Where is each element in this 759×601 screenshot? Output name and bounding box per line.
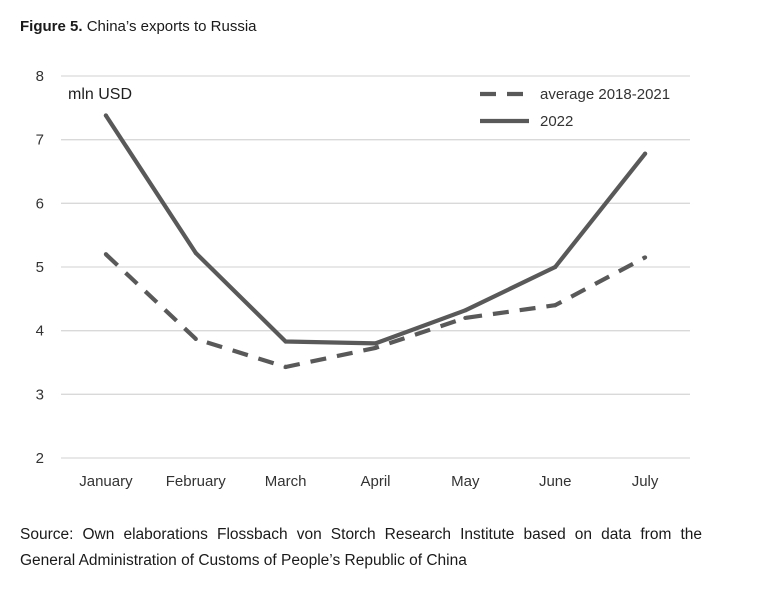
figure-title-text: China’s exports to Russia xyxy=(86,18,257,35)
y-axis-ticks: 2 3 4 5 6 7 8 xyxy=(36,68,44,467)
data-point xyxy=(463,308,468,313)
x-tick-label: February xyxy=(166,473,227,490)
x-tick-label: April xyxy=(360,473,390,490)
data-point xyxy=(642,151,648,156)
data-point xyxy=(103,113,109,118)
y-tick-label: 5 xyxy=(36,259,44,276)
gridlines xyxy=(61,75,690,459)
x-axis-ticks: January February March April May June July xyxy=(79,473,659,490)
data-point xyxy=(642,255,648,260)
x-tick-label: July xyxy=(632,473,659,490)
figure-title: Figure 5. China’s exports to Russia xyxy=(20,18,257,35)
series-line-0 xyxy=(104,252,647,370)
data-point xyxy=(103,252,109,257)
legend-label-0: average 2018-2021 xyxy=(540,86,670,103)
y-tick-label: 3 xyxy=(36,386,44,403)
source-note: Source: Own elaborations Flossbach von S… xyxy=(20,526,702,569)
data-point xyxy=(193,336,198,342)
figure-label: Figure 5. xyxy=(20,18,83,35)
data-point xyxy=(373,341,378,346)
data-point xyxy=(283,364,288,370)
data-point xyxy=(283,339,288,344)
data-point xyxy=(553,264,558,270)
series-line-1 xyxy=(103,113,648,346)
y-tick-label: 7 xyxy=(36,132,44,149)
y-tick-label: 6 xyxy=(36,195,44,212)
y-tick-label: 4 xyxy=(36,323,44,340)
x-tick-label: May xyxy=(451,473,480,490)
data-point xyxy=(553,303,558,308)
data-point xyxy=(193,250,198,256)
x-tick-label: June xyxy=(539,473,572,490)
y-tick-label: 2 xyxy=(36,450,44,467)
x-tick-label: March xyxy=(265,473,307,490)
y-unit-label: mln USD xyxy=(68,86,132,103)
series-lines xyxy=(103,113,648,370)
legend-label-1: 2022 xyxy=(540,113,573,130)
data-point xyxy=(373,345,378,350)
legend: average 2018-2021 2022 xyxy=(480,86,670,130)
y-tick-label: 8 xyxy=(36,68,44,85)
data-point xyxy=(463,315,468,321)
x-tick-label: January xyxy=(79,473,133,490)
